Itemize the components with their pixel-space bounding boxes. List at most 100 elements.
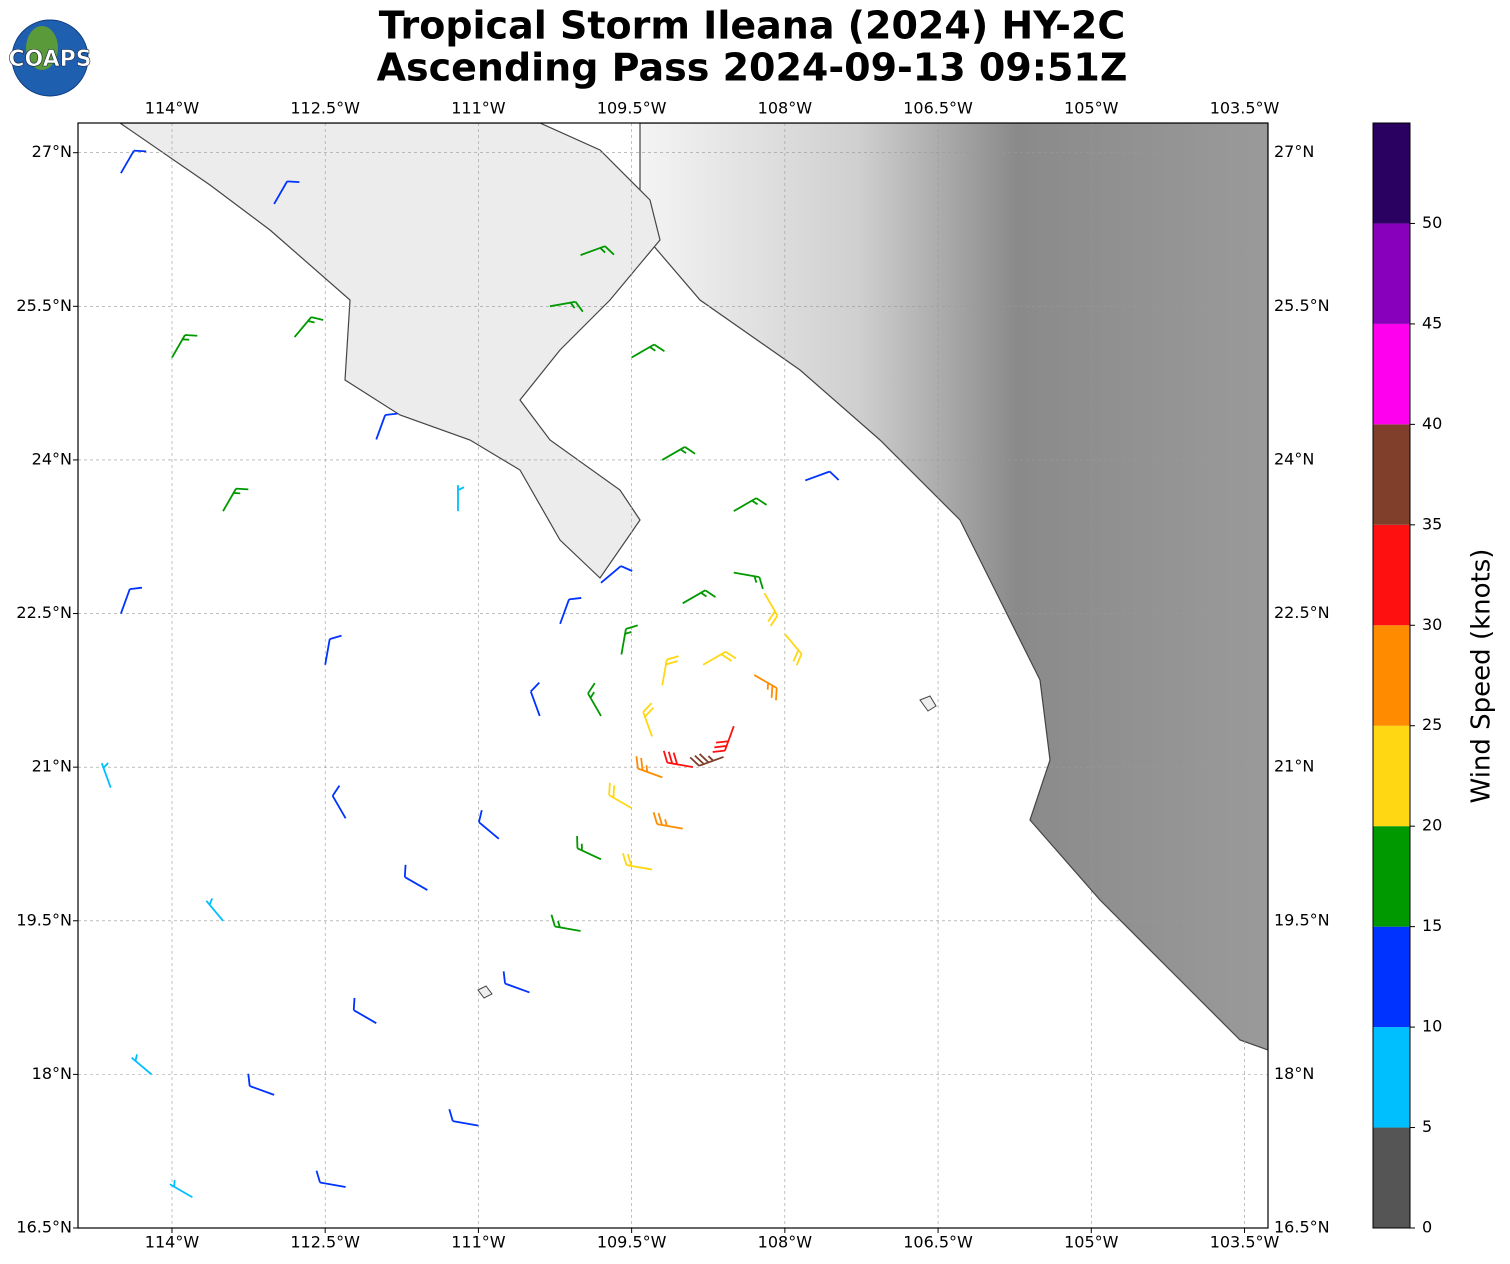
colorbar: 0 5 10 15 20 25 30 35 40 45 50 [1372,122,1442,1237]
wind-barb [661,655,679,686]
logo-text: COAPS [8,47,91,72]
y-tick-label: 25.5°N [16,296,72,315]
y-tick-label: 24°N [1274,449,1314,468]
colorbar-segment [1373,424,1410,525]
wind-barb [169,1180,193,1199]
basemap [78,123,1268,1228]
wind-barb [662,750,694,769]
colorbar-segment [1373,223,1410,324]
x-tick-label: 109.5°W [597,1233,667,1252]
wind-barb [642,702,654,737]
wind-barb [635,756,663,779]
baja-peninsula [118,123,661,579]
wind-barb [273,180,300,205]
wind-barb [733,571,764,590]
colorbar-tick-label: 50 [1422,213,1442,232]
wind-barb [478,809,500,840]
title: Tropical Storm Ileana (2024) HY-2C [379,4,1126,48]
logo: COAPS [8,19,92,97]
subtitle: Ascending Pass 2024-09-13 09:51Z [377,46,1128,90]
colorbar-tick-label: 45 [1422,313,1442,332]
x-tick-label: 111°W [451,1233,506,1252]
x-tick-label: 106.5°W [903,1233,973,1252]
wind-barb [682,589,716,605]
wind-barb [315,1170,346,1188]
wind-barb [804,470,840,482]
colorbar-segment [1373,1027,1410,1128]
wind-barb [222,487,249,512]
y-tick-label: 21°N [1274,757,1314,776]
mainland [639,123,1268,1051]
wind-barb [375,412,398,440]
wind-barb [550,914,581,932]
y-tick-label: 18°N [32,1064,72,1083]
colorbar-tick-label: 15 [1422,916,1442,935]
x-tick-label: 103.5°W [1210,1233,1280,1252]
colorbar-segment [1373,323,1410,425]
y-tick-label: 16.5°N [1274,1218,1330,1237]
colorbar-tick-label: 10 [1422,1017,1442,1036]
colorbar-tick-label: 5 [1422,1117,1432,1136]
colorbar-segment [1373,524,1410,626]
wind-barb [120,586,143,614]
y-tick-label: 24°N [32,449,72,468]
colorbar-tick-label: 40 [1422,414,1442,433]
wind-barb [587,682,602,717]
y-tick-label: 25.5°N [1274,296,1330,315]
colorbar-tick-label: 25 [1422,715,1442,734]
x-tick-label: 108°W [758,1233,813,1252]
wind-barb [631,343,665,359]
x-tick-label: 114°W [145,99,200,118]
x-tick-label: 112.5°W [290,1233,360,1252]
wind-barb [689,753,724,767]
wind-barb [652,812,683,830]
colorbar-segment [1373,625,1410,726]
islands [477,695,937,999]
x-tick-label: 114°W [145,1233,200,1252]
wind-barb [293,316,324,338]
wind-barb [205,898,224,922]
wind-barbs [100,149,840,1199]
x-tick-label: 109.5°W [597,99,667,118]
wind-barb [763,592,779,627]
wind-barb [622,853,653,871]
wind-barb [600,565,633,584]
wind-barb [753,674,778,701]
wind-barb [784,633,803,666]
wind-barb [608,782,633,809]
y-tick-label: 22.5°N [16,603,72,622]
colorbar-tick-label: 30 [1422,615,1442,634]
colorbar-tick-label: 0 [1422,1218,1432,1237]
wind-barb [352,997,377,1024]
wind-barb [661,446,696,461]
wind-barb [457,485,465,512]
colorbar-segment [1373,725,1410,827]
y-tick-label: 18°N [1274,1064,1314,1083]
x-tick-label: 111°W [451,99,506,118]
colorbar-segment [1373,1127,1410,1228]
wind-barb [580,245,615,256]
wind-barb [620,624,638,655]
x-tick-label: 105°W [1064,99,1119,118]
wind-barb [100,762,112,788]
wind-barb [712,725,735,753]
y-tick-label: 27°N [32,142,72,161]
x-tick-label: 112.5°W [290,99,360,118]
x-tick-label: 103.5°W [1210,99,1280,118]
colorbar-label: Wind Speed (knots) [1467,549,1497,804]
y-tick-label: 27°N [1274,142,1314,161]
plot-frame [77,122,1269,1229]
y-tick-label: 19.5°N [16,910,72,929]
wind-barb [702,650,737,666]
colorbar-tick-label: 20 [1422,816,1442,835]
wind-barb [576,836,602,861]
wind-barb [502,971,530,994]
wind-barb [247,1073,275,1096]
x-tick-label: 105°W [1064,1233,1119,1252]
x-tick-label: 106.5°W [903,99,973,118]
colorbar-segment [1373,926,1410,1028]
colorbar-segment [1373,123,1410,224]
wind-barb [403,864,428,891]
x-tick-label: 108°W [758,99,813,118]
